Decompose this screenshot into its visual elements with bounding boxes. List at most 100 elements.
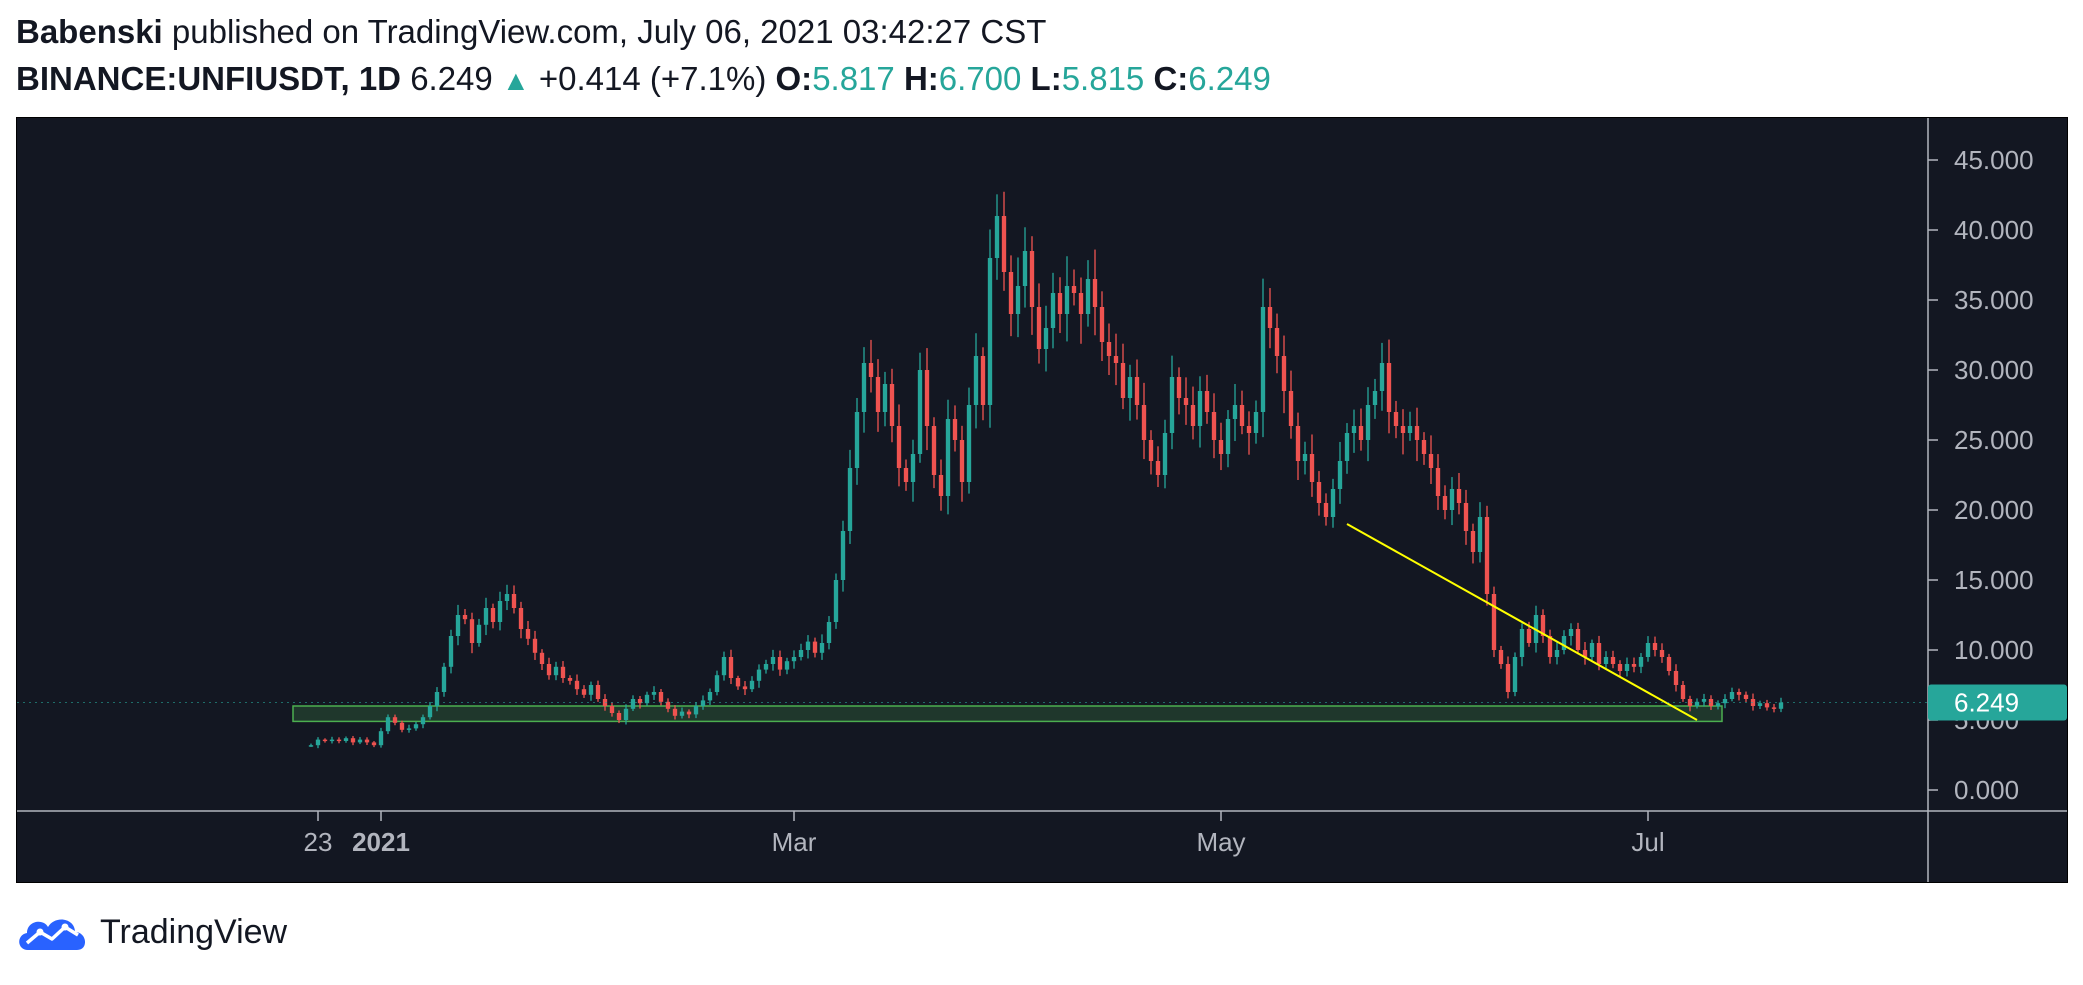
candle-body[interactable] [1015,286,1021,314]
candle-body[interactable] [1540,615,1546,636]
candle-body[interactable] [700,700,706,706]
candle-body[interactable] [1449,489,1455,510]
candle-body[interactable] [1407,426,1413,433]
candle-body[interactable] [1638,657,1644,667]
candle-body[interactable] [1211,412,1217,440]
candle-body[interactable] [1253,412,1259,433]
candle-body[interactable] [1624,664,1630,671]
candle-body[interactable] [854,412,860,468]
candle-body[interactable] [1344,433,1350,461]
candle-body[interactable] [476,624,482,643]
candle-body[interactable] [924,370,930,426]
candle-body[interactable] [973,356,979,405]
candle-body[interactable] [504,594,510,601]
candle-body[interactable] [1148,440,1154,461]
candle-body[interactable] [1085,279,1091,314]
candle-body[interactable] [1022,251,1028,286]
candle-body[interactable] [553,666,559,676]
candle-body[interactable] [1687,699,1693,706]
candle-body[interactable] [518,608,524,629]
candle-body[interactable] [1743,694,1749,699]
candle-body[interactable] [1309,454,1315,482]
candle-body[interactable] [595,685,601,699]
candle-body[interactable] [1498,650,1504,664]
author-name[interactable]: Babenski [16,13,163,50]
candle-body[interactable] [441,666,447,692]
candle-body[interactable] [938,475,944,496]
candle-body[interactable] [1155,461,1161,475]
candle-body[interactable] [1715,703,1721,706]
candle-body[interactable] [1008,272,1014,314]
candle-body[interactable] [707,692,713,701]
candle-body[interactable] [1260,307,1266,412]
candle-body[interactable] [1183,398,1189,405]
candle-body[interactable] [1239,405,1245,426]
candle-body[interactable] [749,680,755,690]
candle-body[interactable] [1582,650,1588,657]
candle-body[interactable] [1764,703,1770,708]
candle-body[interactable] [742,686,748,690]
candle-body[interactable] [1169,377,1175,433]
candle-body[interactable] [427,706,433,718]
candle-body[interactable] [1512,657,1518,692]
candle-body[interactable] [1351,426,1357,433]
candle-body[interactable] [1666,657,1672,671]
candle-body[interactable] [1127,377,1133,398]
candle-body[interactable] [413,724,419,729]
candle-body[interactable] [868,363,874,377]
candle-body[interactable] [392,717,398,723]
candle-body[interactable] [581,689,587,695]
candle-body[interactable] [1400,426,1406,433]
chart-frame[interactable]: 45.000 40.000 35.000 30.000 25.000 20.000 15.0… [16,117,2068,883]
candle-body[interactable] [525,629,531,639]
candle-body[interactable] [1778,702,1784,709]
candle-body[interactable] [1050,293,1056,328]
candle-body[interactable] [1190,405,1196,426]
candlestick-chart[interactable]: 45.000 40.000 35.000 30.000 25.000 20.000 15.0… [17,118,2067,882]
candle-body[interactable] [910,454,916,482]
candle-body[interactable] [567,678,573,681]
candle-body[interactable] [826,622,832,643]
candle-body[interactable] [350,738,356,743]
candle-body[interactable] [651,692,657,695]
candle-body[interactable] [455,615,461,636]
candle-body[interactable] [630,699,636,709]
candle-body[interactable] [1701,699,1707,702]
candle-body[interactable] [371,742,377,746]
candle-body[interactable] [511,594,517,608]
candle-body[interactable] [665,701,671,709]
candle-body[interactable] [721,657,727,676]
candle-body[interactable] [1470,531,1476,552]
candle-body[interactable] [1547,636,1553,657]
candle-body[interactable] [1477,517,1483,552]
candle-body[interactable] [987,258,993,405]
candle-body[interactable] [1463,503,1469,531]
candle-body[interactable] [875,377,881,412]
candle-body[interactable] [882,384,888,412]
candle-body[interactable] [693,706,699,715]
candle-body[interactable] [959,440,965,482]
candle-body[interactable] [812,641,818,653]
candle-body[interactable] [1141,405,1147,440]
candle-body[interactable] [546,664,552,676]
candle-body[interactable] [1036,307,1042,349]
candle-body[interactable] [1232,405,1238,419]
candle-body[interactable] [1393,412,1399,426]
candle-body[interactable] [1771,707,1777,709]
candle-body[interactable] [420,717,426,725]
candle-body[interactable] [1113,356,1119,363]
candle-body[interactable] [399,722,405,730]
candle-body[interactable] [819,643,825,653]
candle-body[interactable] [1134,377,1140,405]
candle-body[interactable] [1043,328,1049,349]
candle-body[interactable] [735,678,741,687]
candle-body[interactable] [1295,426,1301,461]
candle-body[interactable] [1204,391,1210,412]
candle-body[interactable] [1379,363,1385,391]
candle-body[interactable] [1722,699,1728,704]
candle-body[interactable] [805,641,811,650]
candle-body[interactable] [1365,405,1371,440]
candle-body[interactable] [1176,377,1182,398]
candle-body[interactable] [469,619,475,643]
candle-body[interactable] [952,419,958,440]
